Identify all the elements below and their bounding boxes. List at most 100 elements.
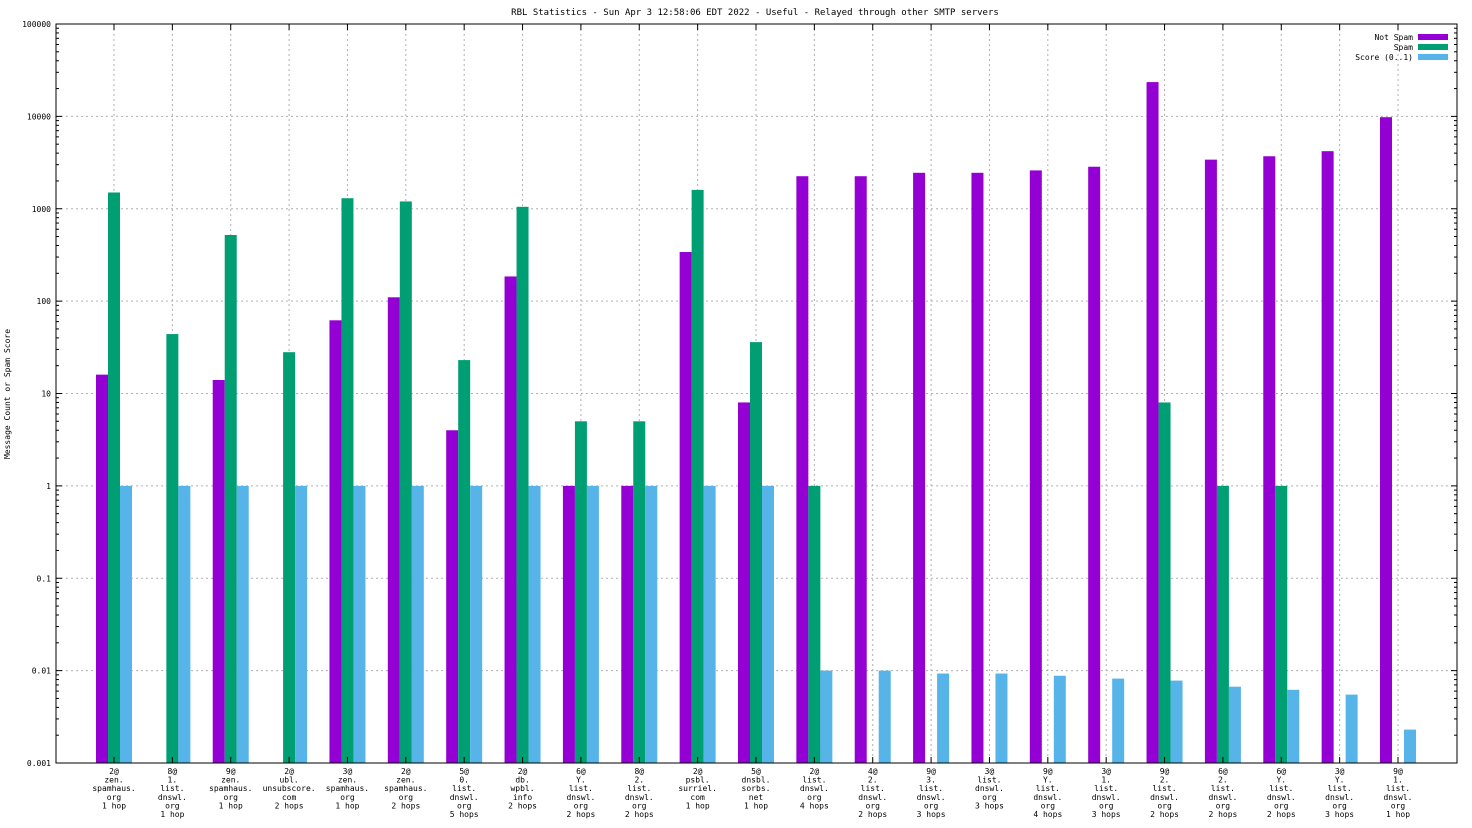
legend-label: Spam: [1394, 43, 1413, 52]
bar-score-0-1: [1345, 694, 1358, 763]
y-tick-label: 0.1: [37, 574, 52, 583]
bar-score-0-1: [178, 485, 191, 763]
bar-score-0-1: [1228, 686, 1241, 763]
bar-spam: [399, 201, 412, 763]
bar-score-0-1: [120, 485, 132, 763]
x-category-label: 9@ Y. list. dnswl. org 4 hops: [1033, 767, 1062, 819]
bar-not-spam: [387, 297, 400, 763]
bar-not-spam: [212, 380, 225, 763]
x-category-label: 2@ zen. spamhaus. org 2 hops: [384, 767, 427, 810]
bar-score-0-1: [645, 485, 658, 763]
x-category-label: 3@ 1. list. dnswl. org 3 hops: [1092, 767, 1121, 819]
x-category-label: 3@ Y. list. dnswl. org 3 hops: [1325, 767, 1354, 819]
bar-not-spam: [796, 176, 809, 763]
bar-not-spam: [1321, 151, 1334, 763]
bar-not-spam: [621, 485, 634, 763]
x-category-label: 5@ 0. list. dnswl. org 5 hops: [450, 767, 479, 819]
legend-label: Not Spam: [1374, 33, 1413, 42]
bar-spam: [458, 360, 471, 763]
bar-spam: [283, 352, 296, 763]
chart-title: RBL Statistics - Sun Apr 3 12:58:06 EDT …: [511, 8, 999, 18]
x-category-label: 2@ db. wpbl. info 2 hops: [508, 767, 537, 810]
legend-swatch: [1418, 44, 1448, 50]
x-category-labels: 2@ zen. spamhaus. org 1 hop 8@ 1. list. dnswl. or…: [92, 767, 1412, 819]
bar-not-spam: [1204, 159, 1217, 763]
bar-score-0-1: [528, 485, 541, 763]
bar-not-spam: [679, 252, 692, 763]
bar-score-0-1: [1053, 675, 1066, 763]
bar-spam: [516, 206, 529, 764]
bar-not-spam: [446, 430, 459, 763]
bar-score-0-1: [820, 670, 833, 763]
bar-not-spam: [562, 485, 575, 763]
x-category-label: 2@ zen. spamhaus. org 1 hop: [92, 767, 135, 810]
plot-frame: [55, 23, 1458, 764]
legend-swatch: [1418, 34, 1448, 40]
bar-spam: [750, 342, 762, 763]
bar-score-0-1: [586, 485, 599, 763]
bar-not-spam: [1029, 170, 1042, 763]
bar-score-0-1: [1404, 729, 1416, 763]
bar-not-spam: [329, 320, 342, 763]
y-tick-label: 0.001: [27, 759, 51, 768]
bar-spam: [108, 192, 120, 763]
x-category-label: 6@ Y. list. dnswl. org 2 hops: [566, 767, 595, 819]
bar-not-spam: [96, 374, 108, 763]
bar-not-spam: [1146, 82, 1159, 764]
x-category-label: 4@ 2. list. dnswl. org 2 hops: [858, 767, 887, 819]
bar-score-0-1: [411, 485, 424, 763]
x-category-label: 9@ 3. list. dnswl. org 3 hops: [917, 767, 946, 819]
bar-score-0-1: [878, 670, 891, 763]
bar-not-spam: [504, 276, 517, 763]
bar-spam: [224, 234, 237, 763]
x-category-label: 5@ dnsbl. sorbs. net 1 hop: [742, 767, 771, 810]
x-category-label: 9@ 1. list. dnswl. org 1 hop: [1384, 767, 1413, 819]
x-category-label: 3@ zen. spamhaus. org 1 hop: [326, 767, 369, 810]
bar-spam: [1275, 485, 1288, 763]
bar-spam: [1216, 485, 1229, 763]
bar-score-0-1: [295, 485, 308, 763]
x-category-label: 9@ 2. list. dnswl. org 2 hops: [1150, 767, 1179, 819]
x-category-label: 2@ psbl. surriel. com 1 hop: [678, 767, 717, 810]
bar-spam: [574, 421, 587, 763]
x-category-label: 9@ zen. spamhaus. org 1 hop: [209, 767, 252, 810]
y-tick-label: 10: [41, 390, 51, 399]
y-tick-label: 100: [37, 297, 52, 306]
y-axis-label: Message Count or Spam Score: [3, 329, 12, 459]
bar-score-0-1: [937, 673, 950, 763]
bar-not-spam: [854, 176, 867, 763]
y-tick-label: 0.01: [32, 667, 51, 676]
bar-spam: [633, 421, 646, 763]
bar-score-0-1: [1170, 680, 1183, 763]
bar-score-0-1: [1112, 678, 1125, 763]
bar-score-0-1: [1287, 689, 1300, 763]
bar-score-0-1: [703, 485, 716, 763]
bar-marks: [96, 82, 1416, 764]
y-tick-label: 1: [46, 482, 51, 491]
bar-score-0-1: [236, 485, 249, 763]
y-tick-label: 100000: [22, 20, 51, 29]
bar-not-spam: [971, 172, 984, 763]
bar-spam: [1158, 402, 1171, 763]
x-category-label: 2@ list. dnswl. org 4 hops: [800, 767, 829, 810]
x-category-label: 2@ ubl. unsubscore. com 2 hops: [263, 767, 316, 810]
bar-not-spam: [1088, 166, 1101, 763]
bar-spam: [166, 334, 179, 763]
bar-spam: [341, 198, 354, 763]
x-category-label: 3@ list. dnswl. org 3 hops: [975, 767, 1004, 810]
bar-not-spam: [913, 172, 926, 763]
legend-swatch: [1418, 54, 1448, 60]
bar-spam: [808, 485, 821, 763]
x-category-label: 8@ 2. list. dnswl. org 2 hops: [625, 767, 654, 819]
x-category-label: 6@ 2. list. dnswl. org 2 hops: [1208, 767, 1237, 819]
y-tick-label: 1000: [32, 205, 51, 214]
bar-spam: [691, 189, 704, 763]
bar-not-spam: [1380, 117, 1392, 764]
y-tick-label: 10000: [27, 112, 51, 121]
legend-label: Score (0..1): [1355, 53, 1413, 62]
bar-not-spam: [738, 402, 750, 763]
bar-not-spam: [1263, 156, 1276, 764]
bar-score-0-1: [762, 485, 774, 763]
